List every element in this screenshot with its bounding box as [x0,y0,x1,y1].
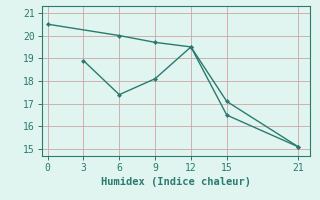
X-axis label: Humidex (Indice chaleur): Humidex (Indice chaleur) [101,177,251,187]
